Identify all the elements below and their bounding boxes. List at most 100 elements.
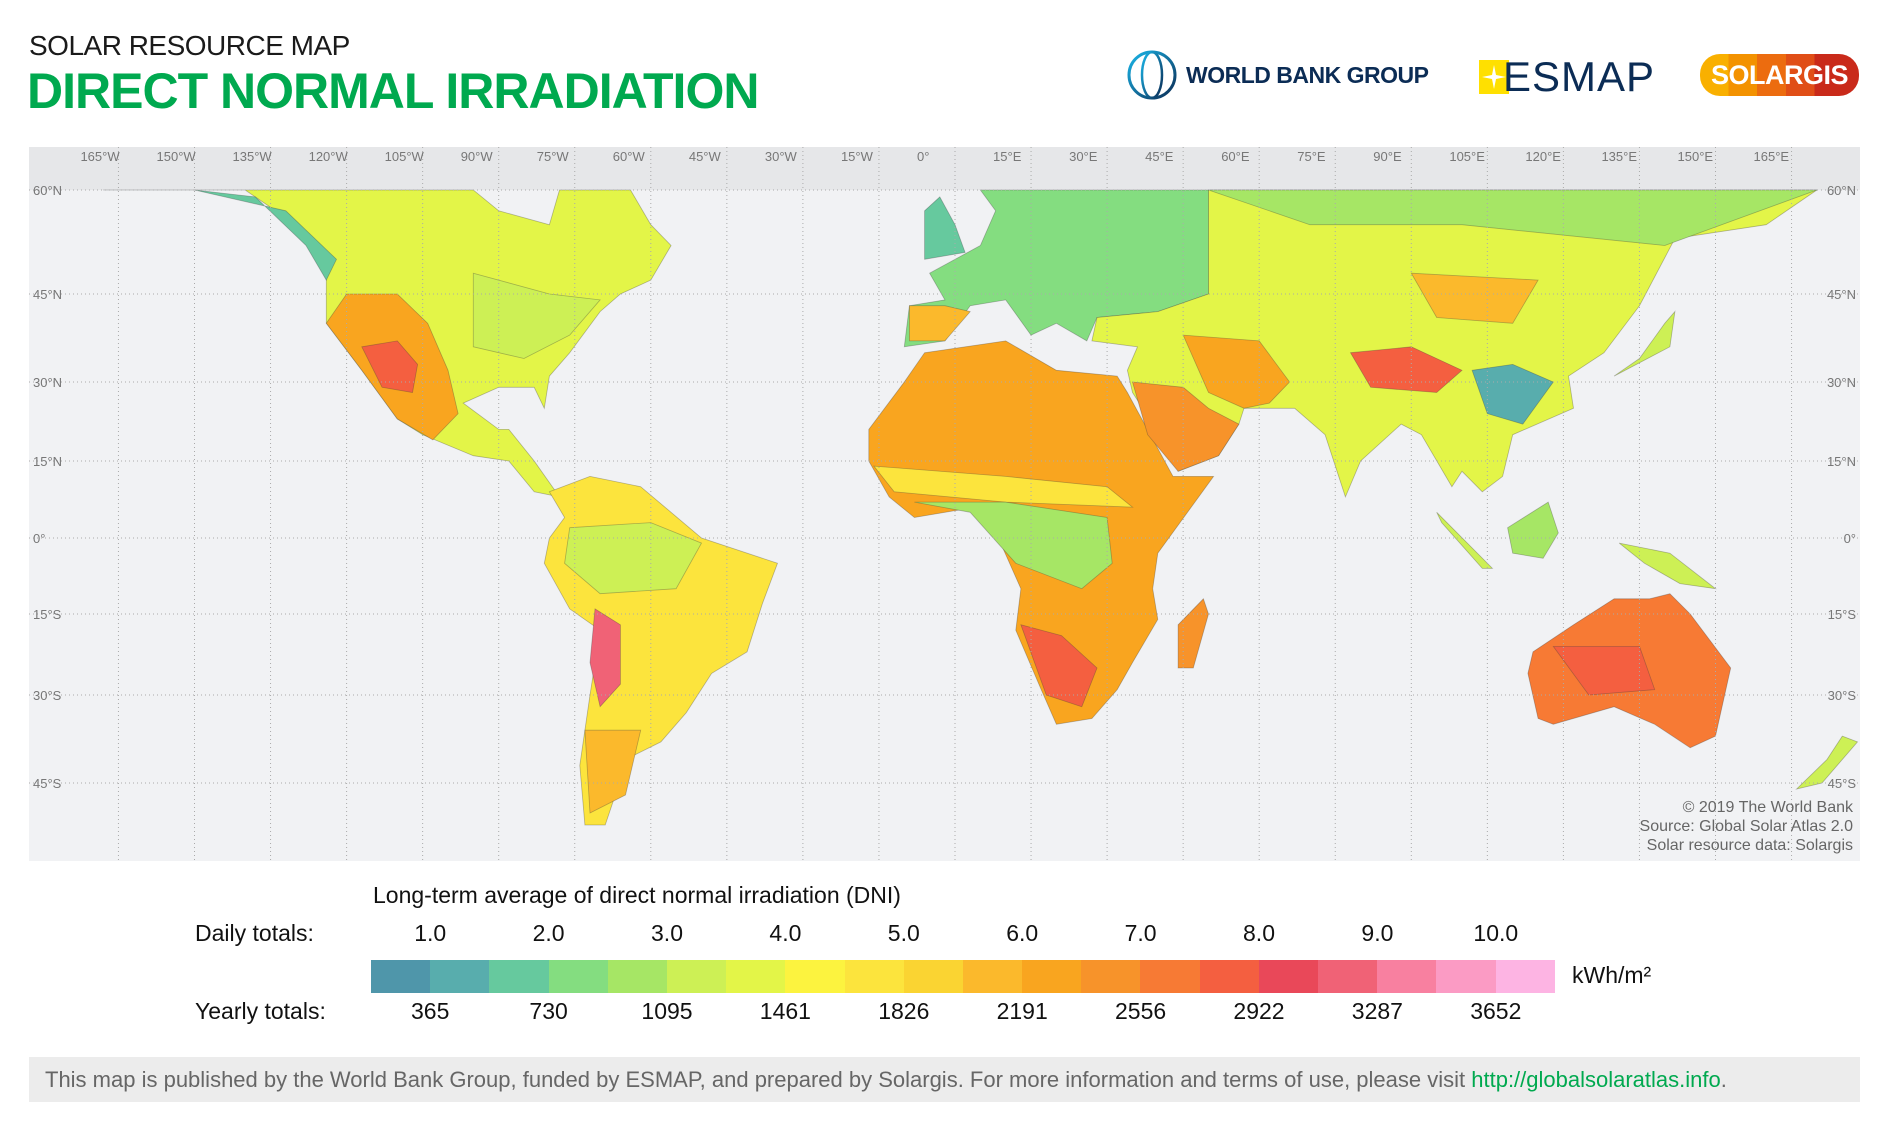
longitude-label: 30°W	[764, 149, 797, 164]
legend-swatch	[1022, 960, 1082, 993]
legend-title: Long-term average of direct normal irrad…	[373, 882, 901, 908]
longitude-label: 105°E	[1449, 149, 1485, 164]
legend-swatch	[903, 960, 963, 993]
daily-tick-label: 2.0	[532, 920, 565, 946]
map-credits: © 2019 The World Bank Source: Global Sol…	[1640, 798, 1853, 855]
yearly-tick-label: 2191	[996, 998, 1048, 1024]
yearly-totals-label: Yearly totals:	[195, 998, 326, 1024]
daily-tick-label: 10.0	[1473, 920, 1519, 946]
longitude-label: 135°W	[232, 149, 272, 164]
yearly-tick-label: 3287	[1351, 998, 1403, 1024]
region-tibet	[1349, 346, 1463, 393]
legend-swatch	[785, 960, 845, 993]
footer-text: This map is published by the World Bank …	[45, 1066, 1472, 1092]
yearly-tick-label: 2556	[1115, 998, 1167, 1024]
longitude-label: 60°W	[612, 149, 645, 164]
region-madagascar	[1177, 598, 1209, 669]
latitude-label-right: 15°S	[1827, 607, 1856, 622]
globe-icon	[1127, 50, 1177, 100]
region-na-desert	[361, 340, 419, 393]
region-mongolia	[1410, 272, 1539, 324]
latitude-label-right: 15°N	[1826, 454, 1856, 469]
legend-swatch	[1436, 960, 1496, 993]
legend-swatch	[1140, 960, 1200, 993]
daily-tick-label: 1.0	[414, 920, 447, 946]
region-arabia	[1131, 381, 1240, 472]
longitude-label: 120°E	[1525, 149, 1561, 164]
latitude-label-right: 0°	[1843, 531, 1856, 546]
longitude-label: 0°	[917, 149, 930, 164]
region-sumatra	[1436, 512, 1494, 569]
longitude-label: 75°E	[1297, 149, 1326, 164]
latitude-label-left: 45°N	[33, 287, 63, 302]
region-sahel	[873, 465, 1134, 508]
daily-tick-label: 9.0	[1361, 920, 1394, 946]
world-bank-group-wordmark: WORLD BANK GROUP	[1186, 61, 1429, 88]
legend-swatch	[607, 960, 667, 993]
latitude-label-right: 45°S	[1827, 776, 1856, 791]
latitude-label-left: 15°S	[33, 607, 62, 622]
latitude-label-right: 30°N	[1826, 375, 1856, 390]
yearly-tick-label: 365	[411, 998, 450, 1024]
region-southern-africa	[1020, 624, 1098, 708]
latitude-label-right: 30°S	[1827, 688, 1856, 703]
region-borneo	[1507, 501, 1559, 559]
legend-swatch	[1199, 960, 1259, 993]
latitude-label-right: 45°N	[1826, 287, 1856, 302]
legend-unit: kWh/m²	[1572, 962, 1652, 988]
footer-link[interactable]: http://globalsolaratlas.info	[1471, 1066, 1721, 1092]
legend-swatch	[489, 960, 549, 993]
longitude-label: 150°E	[1677, 149, 1714, 164]
region-andes	[589, 608, 621, 708]
region-na-northwest-coast	[194, 189, 337, 281]
legend-swatch	[371, 960, 431, 993]
longitude-label: 15°W	[840, 149, 873, 164]
longitude-label: 75°W	[536, 149, 569, 164]
longitude-label: 105°W	[384, 149, 424, 164]
solargis-logo: SOLARGIS	[1700, 54, 1859, 96]
daily-tick-label: 7.0	[1124, 920, 1157, 946]
longitude-label: 45°E	[1145, 149, 1174, 164]
legend-swatch	[962, 960, 1023, 993]
daily-tick-label: 4.0	[769, 920, 802, 946]
latitude-label-left: 30°S	[33, 688, 62, 703]
legend-color-bar	[371, 960, 1555, 993]
daily-tick-label: 8.0	[1243, 920, 1275, 946]
region-australia-interior	[1552, 645, 1656, 696]
credit-data: Solar resource data: Solargis	[1646, 837, 1853, 854]
legend-swatch	[1495, 960, 1555, 993]
region-britain	[924, 196, 966, 260]
esmap-logo: ESMAP	[1479, 56, 1655, 98]
longitude-label: 150°W	[156, 149, 196, 164]
region-iberia	[909, 305, 971, 342]
daily-tick-label: 5.0	[887, 920, 920, 946]
region-iran	[1182, 334, 1291, 409]
legend-swatch	[548, 960, 608, 993]
region-asia	[1091, 189, 1819, 499]
no-data-band	[29, 147, 1860, 190]
esmap-wordmark: ESMAP	[1503, 53, 1656, 100]
credit-source: Source: Global Solar Atlas 2.0	[1639, 818, 1853, 835]
region-new-zealand	[1795, 735, 1859, 790]
daily-tick-label: 6.0	[1006, 920, 1039, 946]
region-amazon	[564, 522, 703, 595]
yearly-tick-label: 3652	[1470, 998, 1522, 1024]
footer-notice: This map is published by the World Bank …	[29, 1057, 1860, 1102]
legend-swatch	[666, 960, 727, 993]
longitude-label: 165°E	[1753, 149, 1790, 164]
longitude-label: 165°W	[80, 149, 120, 164]
longitude-label: 90°E	[1373, 149, 1402, 164]
region-southeast-china	[1471, 363, 1554, 425]
map-title: DIRECT NORMAL IRRADIATION	[27, 63, 759, 119]
legend-swatch	[1318, 960, 1378, 993]
longitude-label: 15°E	[993, 149, 1022, 164]
solargis-wordmark: SOLARGIS	[1710, 59, 1849, 90]
footer-period: .	[1720, 1066, 1727, 1092]
world-bank-group-logo: WORLD BANK GROUP	[1126, 44, 1436, 106]
legend-swatch	[844, 960, 904, 993]
longitude-label: 30°E	[1069, 149, 1098, 164]
yearly-tick-label: 1095	[641, 998, 693, 1024]
sun-star-icon	[1479, 60, 1509, 94]
yearly-tick-label: 1461	[759, 998, 811, 1024]
legend-swatch	[726, 960, 786, 993]
